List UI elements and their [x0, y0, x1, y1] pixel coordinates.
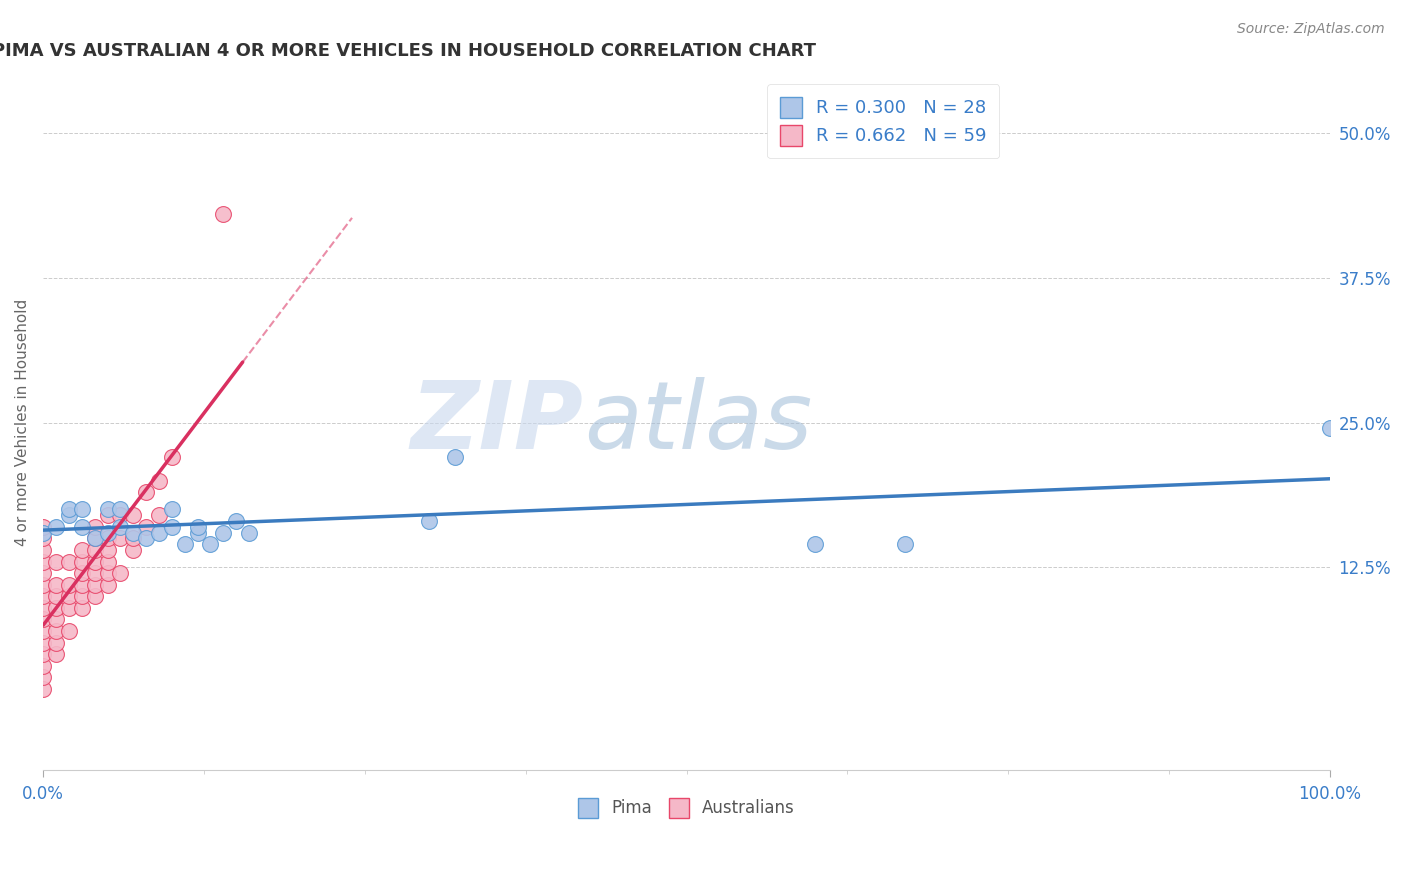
Point	[96, 566, 118, 581]
Point	[160, 450, 183, 465]
Point	[32, 658, 55, 673]
Point	[83, 578, 105, 592]
Point	[45, 578, 67, 592]
Text: Source: ZipAtlas.com: Source: ZipAtlas.com	[1237, 22, 1385, 37]
Point	[135, 485, 157, 500]
Point	[32, 525, 55, 540]
Point	[32, 624, 55, 638]
Point	[58, 600, 80, 615]
Point	[32, 566, 55, 581]
Point	[148, 474, 170, 488]
Point	[83, 520, 105, 534]
Point	[70, 520, 93, 534]
Point	[70, 502, 93, 516]
Point	[418, 514, 440, 528]
Point	[110, 502, 132, 516]
Point	[238, 525, 260, 540]
Point	[160, 520, 183, 534]
Point	[83, 555, 105, 569]
Point	[32, 532, 55, 546]
Point	[96, 508, 118, 523]
Legend: Pima, Australians: Pima, Australians	[571, 791, 801, 824]
Point	[110, 508, 132, 523]
Point	[70, 600, 93, 615]
Text: ZIP: ZIP	[411, 376, 583, 468]
Point	[804, 537, 827, 551]
Point	[32, 589, 55, 603]
Point	[45, 600, 67, 615]
Point	[32, 520, 55, 534]
Point	[122, 543, 145, 558]
Point	[148, 525, 170, 540]
Point	[45, 555, 67, 569]
Point	[45, 589, 67, 603]
Point	[70, 566, 93, 581]
Point	[58, 589, 80, 603]
Point	[70, 543, 93, 558]
Point	[83, 589, 105, 603]
Point	[45, 647, 67, 661]
Point	[83, 532, 105, 546]
Point	[173, 537, 195, 551]
Point	[58, 578, 80, 592]
Point	[32, 555, 55, 569]
Point	[110, 532, 132, 546]
Point	[83, 566, 105, 581]
Point	[32, 612, 55, 626]
Point	[32, 578, 55, 592]
Point	[70, 578, 93, 592]
Point	[1319, 421, 1341, 435]
Point	[83, 543, 105, 558]
Point	[96, 502, 118, 516]
Point	[45, 635, 67, 649]
Point	[110, 566, 132, 581]
Point	[58, 508, 80, 523]
Text: atlas: atlas	[583, 377, 811, 468]
Point	[58, 555, 80, 569]
Point	[96, 578, 118, 592]
Point	[187, 525, 209, 540]
Point	[45, 624, 67, 638]
Point	[96, 532, 118, 546]
Point	[83, 532, 105, 546]
Point	[135, 532, 157, 546]
Point	[212, 525, 235, 540]
Point	[32, 600, 55, 615]
Point	[70, 555, 93, 569]
Point	[200, 537, 222, 551]
Point	[45, 612, 67, 626]
Point	[148, 508, 170, 523]
Point	[32, 543, 55, 558]
Point	[32, 647, 55, 661]
Y-axis label: 4 or more Vehicles in Household: 4 or more Vehicles in Household	[15, 299, 30, 546]
Point	[32, 670, 55, 684]
Point	[122, 525, 145, 540]
Point	[122, 532, 145, 546]
Point	[96, 543, 118, 558]
Point	[894, 537, 917, 551]
Point	[96, 555, 118, 569]
Point	[45, 520, 67, 534]
Text: PIMA VS AUSTRALIAN 4 OR MORE VEHICLES IN HOUSEHOLD CORRELATION CHART: PIMA VS AUSTRALIAN 4 OR MORE VEHICLES IN…	[0, 42, 815, 60]
Point	[110, 520, 132, 534]
Point	[70, 589, 93, 603]
Point	[444, 450, 467, 465]
Point	[96, 525, 118, 540]
Point	[135, 520, 157, 534]
Point	[187, 520, 209, 534]
Point	[32, 635, 55, 649]
Point	[225, 514, 247, 528]
Point	[122, 508, 145, 523]
Point	[32, 681, 55, 696]
Point	[160, 502, 183, 516]
Point	[58, 502, 80, 516]
Point	[58, 624, 80, 638]
Point	[212, 207, 235, 221]
